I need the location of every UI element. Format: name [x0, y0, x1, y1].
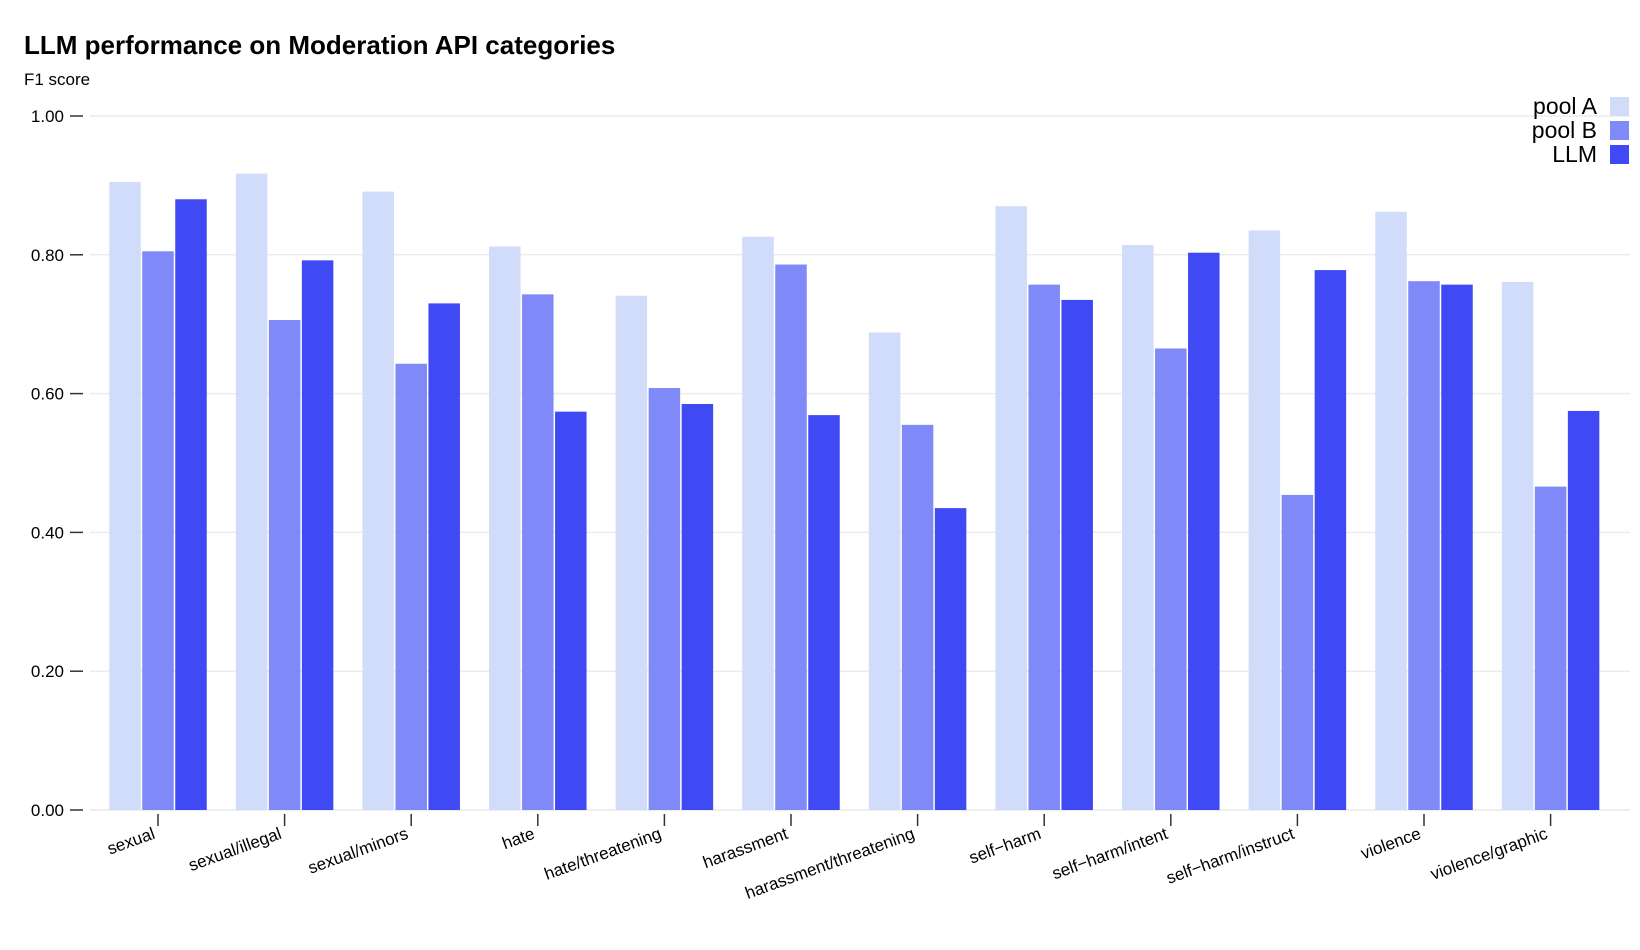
- bar: [1028, 284, 1060, 811]
- legend-label: pool A: [1533, 93, 1598, 119]
- bar: [555, 411, 587, 810]
- bar: [428, 303, 460, 810]
- y-tick-label: 0.40: [31, 523, 64, 542]
- bar: [615, 295, 648, 811]
- x-tick-label: hate/threatening: [542, 824, 664, 884]
- bar: [109, 181, 141, 810]
- x-tick-label: self−harm/intent: [1050, 824, 1171, 883]
- x-tick-label: violence: [1358, 824, 1423, 863]
- x-axis: sexual sexual/illegal sexual/minors hate hat…: [105, 814, 1552, 903]
- bar: [395, 363, 427, 810]
- x-tick-label: violence/graphic: [1428, 824, 1550, 884]
- bar: [142, 251, 174, 810]
- bar: [1188, 252, 1220, 810]
- bar: [1122, 245, 1154, 811]
- bar: [995, 206, 1027, 811]
- bar: [1281, 494, 1314, 810]
- bar: [362, 191, 394, 810]
- bar: [775, 264, 807, 810]
- bar: [268, 320, 301, 810]
- bar: [1155, 348, 1187, 810]
- bar: [1501, 281, 1534, 811]
- y-tick-label: 0.00: [31, 801, 64, 820]
- bar: [235, 173, 268, 811]
- chart-title: LLM performance on Moderation API catego…: [24, 30, 616, 60]
- x-tick-label: self−harm: [966, 824, 1043, 868]
- bar: [1408, 281, 1440, 810]
- x-tick-label: sexual: [105, 824, 158, 859]
- bar: [1314, 270, 1347, 810]
- bar: [1534, 486, 1567, 810]
- bar: [808, 415, 840, 810]
- bar: [175, 199, 207, 810]
- y-tick-label: 1.00: [31, 107, 64, 126]
- x-tick-label: harassment: [700, 824, 790, 872]
- bar: [934, 508, 967, 810]
- y-tick-label: 0.80: [31, 246, 64, 265]
- x-tick-label: hate: [500, 824, 538, 853]
- bar: [1441, 284, 1473, 811]
- bar: [489, 246, 521, 811]
- bar: [1567, 410, 1600, 810]
- y-tick-label: 0.60: [31, 385, 64, 404]
- legend-label: LLM: [1552, 141, 1597, 167]
- x-tick-label: self−harm/instruct: [1164, 824, 1297, 888]
- bar: [742, 236, 774, 811]
- bar: [1375, 211, 1407, 811]
- bars: [109, 173, 1600, 811]
- bar: [1061, 299, 1093, 810]
- bar: [301, 260, 334, 810]
- y-axis: 0.00 0.20 0.40 0.60 0.80 1.00: [31, 107, 83, 820]
- x-tick-label: sexual/illegal: [186, 824, 284, 875]
- bar: [648, 388, 681, 810]
- y-axis-label: F1 score: [24, 70, 91, 89]
- legend-swatch: [1610, 121, 1629, 140]
- x-tick-label: sexual/minors: [306, 824, 411, 878]
- legend-swatch: [1610, 145, 1629, 164]
- legend-swatch: [1610, 97, 1629, 116]
- bar: [1248, 230, 1281, 810]
- bar: [901, 424, 934, 810]
- legend-label: pool B: [1532, 117, 1597, 143]
- y-tick-label: 0.20: [31, 662, 64, 681]
- bar: [681, 404, 714, 810]
- bar: [868, 332, 901, 810]
- bar: [522, 294, 554, 810]
- gridlines: [90, 115, 1630, 811]
